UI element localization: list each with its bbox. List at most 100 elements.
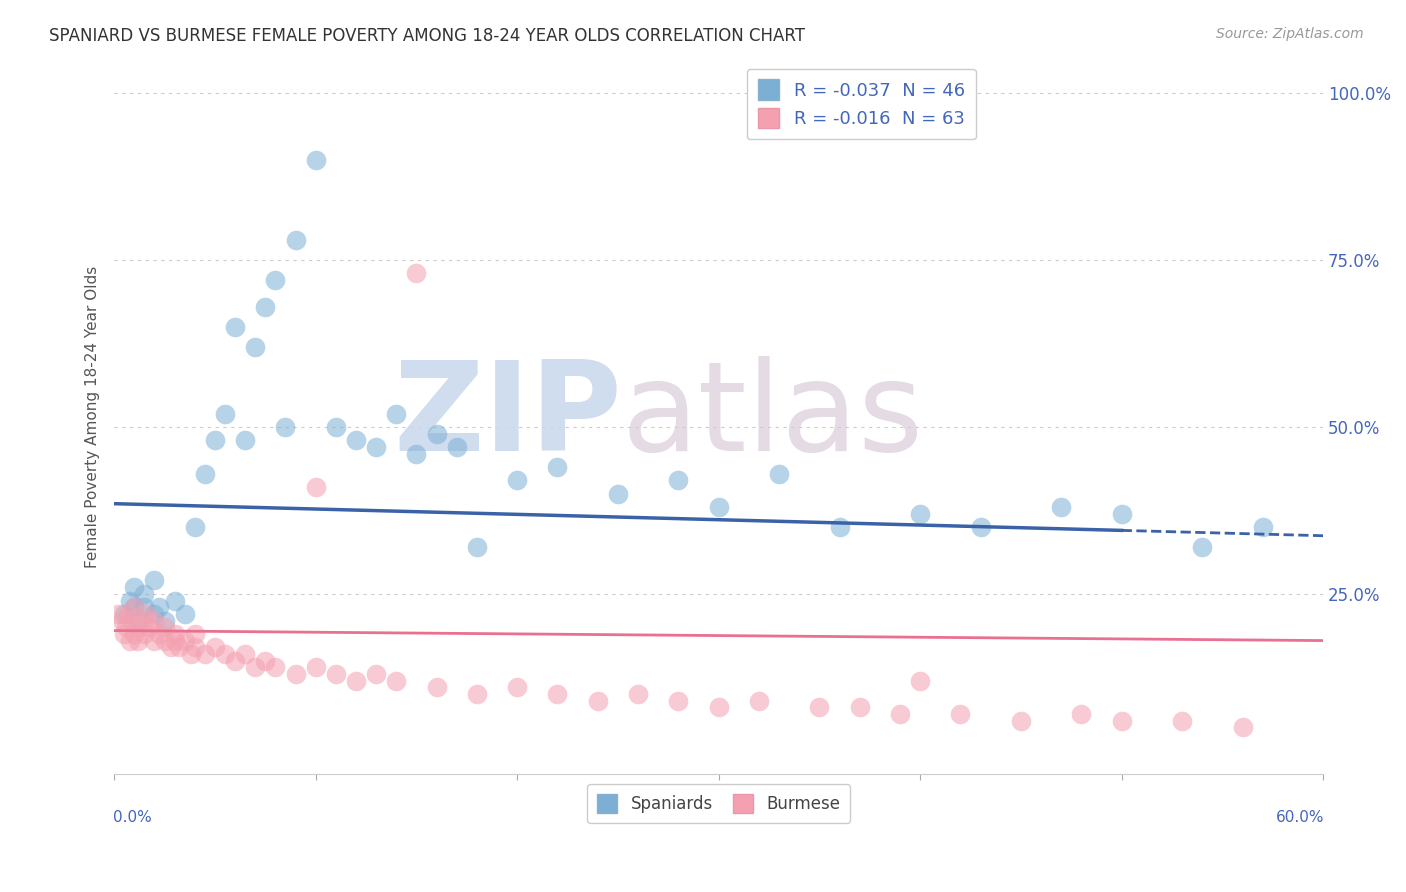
Point — [908, 507, 931, 521]
Point — [405, 266, 427, 280]
Point — [148, 600, 170, 615]
Point — [134, 627, 156, 641]
Point — [180, 647, 202, 661]
Point — [586, 694, 609, 708]
Point — [111, 614, 134, 628]
Point — [112, 627, 135, 641]
Point — [385, 673, 408, 688]
Text: 0.0%: 0.0% — [112, 810, 152, 825]
Point — [1171, 714, 1194, 728]
Text: Source: ZipAtlas.com: Source: ZipAtlas.com — [1216, 27, 1364, 41]
Point — [134, 600, 156, 615]
Point — [120, 593, 142, 607]
Point — [245, 660, 267, 674]
Point — [748, 694, 770, 708]
Text: atlas: atlas — [621, 357, 924, 477]
Point — [606, 486, 628, 500]
Point — [1070, 706, 1092, 721]
Point — [1232, 720, 1254, 734]
Point — [264, 273, 287, 287]
Point — [184, 640, 207, 655]
Point — [506, 473, 529, 487]
Point — [707, 700, 730, 714]
Point — [173, 607, 195, 621]
Point — [366, 667, 388, 681]
Point — [908, 673, 931, 688]
Y-axis label: Female Poverty Among 18-24 Year Olds: Female Poverty Among 18-24 Year Olds — [86, 266, 100, 568]
Point — [184, 520, 207, 534]
Point — [284, 667, 307, 681]
Point — [163, 593, 186, 607]
Point — [546, 687, 568, 701]
Point — [344, 434, 367, 448]
Point — [305, 480, 328, 494]
Point — [969, 520, 991, 534]
Point — [627, 687, 650, 701]
Point — [159, 640, 181, 655]
Point — [245, 340, 267, 354]
Point — [274, 420, 297, 434]
Point — [305, 660, 328, 674]
Text: ZIP: ZIP — [394, 357, 621, 477]
Point — [173, 633, 195, 648]
Point — [446, 440, 468, 454]
Point — [214, 407, 236, 421]
Point — [167, 640, 190, 655]
Point — [115, 620, 138, 634]
Point — [143, 614, 166, 628]
Point — [117, 607, 139, 621]
Point — [808, 700, 831, 714]
Point — [707, 500, 730, 514]
Point — [124, 627, 146, 641]
Point — [949, 706, 972, 721]
Point — [143, 574, 166, 588]
Point — [666, 473, 689, 487]
Point — [129, 620, 152, 634]
Point — [163, 633, 186, 648]
Point — [666, 694, 689, 708]
Point — [184, 627, 207, 641]
Point — [366, 440, 388, 454]
Text: 60.0%: 60.0% — [1275, 810, 1324, 825]
Point — [124, 580, 146, 594]
Point — [124, 600, 146, 615]
Point — [254, 300, 277, 314]
Point — [284, 233, 307, 247]
Point — [426, 426, 449, 441]
Text: SPANIARD VS BURMESE FEMALE POVERTY AMONG 18-24 YEAR OLDS CORRELATION CHART: SPANIARD VS BURMESE FEMALE POVERTY AMONG… — [49, 27, 806, 45]
Point — [143, 633, 166, 648]
Point — [405, 447, 427, 461]
Point — [134, 614, 156, 628]
Point — [139, 620, 162, 634]
Point — [1251, 520, 1274, 534]
Point — [1111, 714, 1133, 728]
Point — [127, 614, 149, 628]
Point — [124, 600, 146, 615]
Point — [224, 654, 246, 668]
Point — [233, 647, 256, 661]
Point — [224, 319, 246, 334]
Point — [135, 607, 157, 621]
Point — [148, 627, 170, 641]
Point — [204, 434, 226, 448]
Point — [1111, 507, 1133, 521]
Point — [107, 607, 129, 621]
Point — [121, 614, 143, 628]
Point — [828, 520, 851, 534]
Point — [134, 587, 156, 601]
Point — [112, 607, 135, 621]
Point — [194, 467, 217, 481]
Point — [153, 620, 176, 634]
Point — [204, 640, 226, 655]
Point — [214, 647, 236, 661]
Point — [889, 706, 911, 721]
Legend: Spaniards, Burmese: Spaniards, Burmese — [588, 784, 851, 823]
Point — [254, 654, 277, 668]
Point — [1010, 714, 1032, 728]
Point — [465, 687, 488, 701]
Point — [546, 459, 568, 474]
Point — [305, 153, 328, 167]
Point — [426, 681, 449, 695]
Point — [506, 681, 529, 695]
Point — [233, 434, 256, 448]
